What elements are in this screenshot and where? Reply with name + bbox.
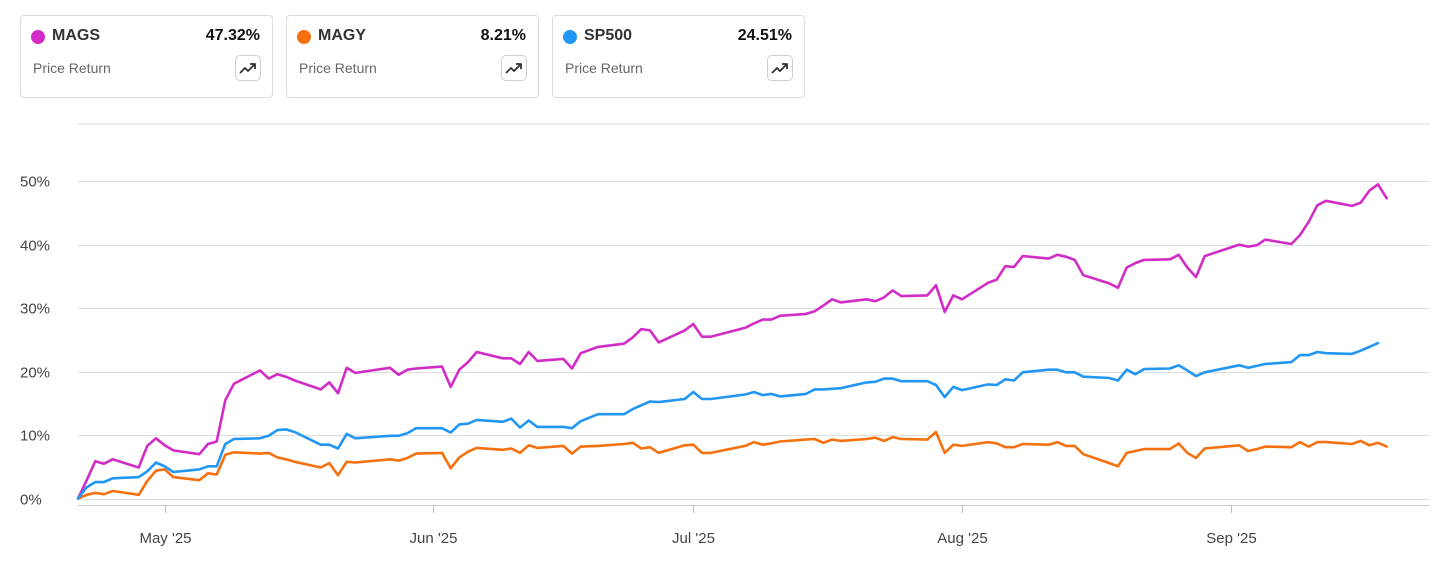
legend-value: 8.21% [480, 27, 526, 44]
trend-up-icon [505, 63, 522, 74]
y-tick-label: 20% [20, 365, 50, 382]
y-tick-label: 10% [20, 428, 50, 445]
legend-row: MAGS 47.32% Price Return MAGY 8.21% Pric… [20, 15, 805, 98]
x-axis-ticks: May '25 Jun '25 Jul '25 Aug '25 Sep '25 [139, 505, 1257, 547]
legend-card-magy[interactable]: MAGY 8.21% Price Return [286, 15, 539, 98]
legend-subtitle: Price Return [33, 60, 111, 76]
y-tick-label: 0% [20, 492, 42, 509]
y-axis-ticks: 0% 10% 20% 30% 40% 50% [20, 174, 50, 509]
y-tick-label: 50% [20, 174, 50, 191]
x-tick-label: Jun '25 [410, 530, 458, 547]
trend-up-icon [239, 63, 256, 74]
x-tick-label: Jul '25 [672, 530, 715, 547]
y-tick-label: 30% [20, 301, 50, 318]
series-line-magy [76, 430, 1388, 500]
x-tick-label: May '25 [139, 530, 191, 547]
legend-subtitle: Price Return [299, 60, 377, 76]
series-color-dot [297, 30, 311, 44]
trend-button[interactable] [235, 55, 261, 81]
x-tick-label: Aug '25 [937, 530, 987, 547]
trend-button[interactable] [767, 55, 793, 81]
legend-subtitle: Price Return [565, 60, 643, 76]
series-line-mags [76, 183, 1388, 500]
trend-up-icon [771, 63, 788, 74]
legend-card-sp500[interactable]: SP500 24.51% Price Return [552, 15, 805, 98]
legend-value: 24.51% [737, 27, 792, 44]
series-color-dot [31, 30, 45, 44]
y-tick-label: 40% [20, 238, 50, 255]
trend-button[interactable] [501, 55, 527, 81]
legend-value: 47.32% [205, 27, 260, 44]
legend-ticker: MAGS [52, 27, 100, 44]
x-tick-label: Sep '25 [1206, 530, 1256, 547]
legend-card-mags[interactable]: MAGS 47.32% Price Return [20, 15, 273, 98]
series-color-dot [563, 30, 577, 44]
legend-ticker: SP500 [584, 27, 633, 44]
series-line-sp500 [76, 341, 1380, 500]
series-lines [76, 183, 1388, 500]
grid-lines [78, 123, 1430, 506]
legend-ticker: MAGY [318, 27, 366, 44]
